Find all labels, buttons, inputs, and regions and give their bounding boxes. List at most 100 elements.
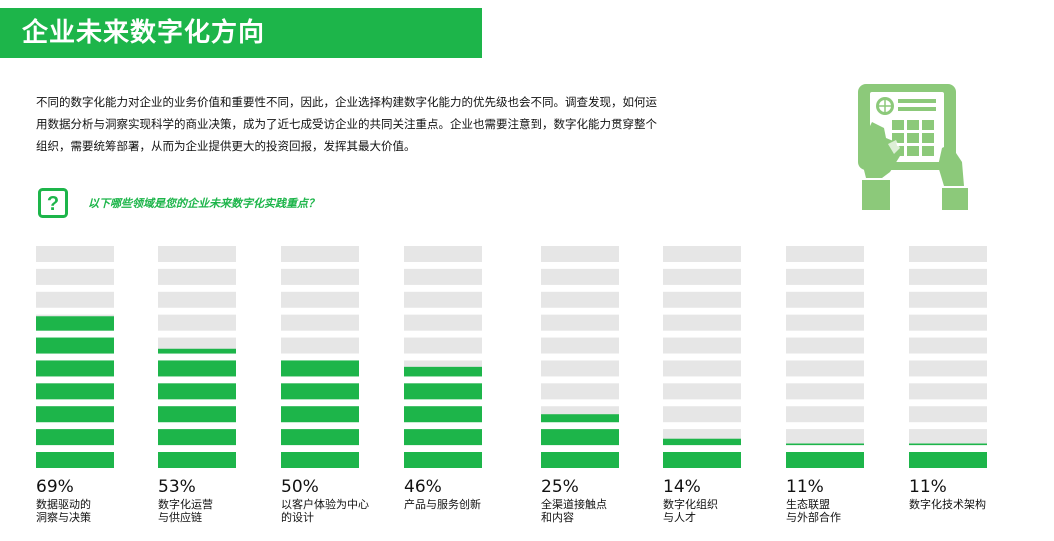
data-label: 11% bbox=[786, 477, 824, 497]
data-label: 25% bbox=[541, 477, 579, 497]
bar-segment-empty bbox=[36, 268, 114, 285]
bar-segment-empty bbox=[541, 314, 619, 331]
bar-segment-empty bbox=[158, 246, 236, 262]
category-label: 数据驱动的 洞察与决策 bbox=[36, 498, 91, 524]
bar-segment-empty bbox=[786, 268, 864, 285]
bar-segment-filled bbox=[404, 452, 482, 468]
bar bbox=[541, 246, 619, 468]
bar-segment-filled bbox=[281, 452, 359, 468]
bar-segment-empty bbox=[909, 337, 987, 354]
bar-segment-empty bbox=[541, 383, 619, 400]
bar-segment-filled bbox=[36, 360, 114, 377]
bar-segment-empty bbox=[541, 246, 619, 262]
bar-segment-empty bbox=[909, 360, 987, 377]
bar-segment-empty bbox=[36, 291, 114, 308]
bar-segment-filled bbox=[909, 452, 987, 468]
bar-segment-filled bbox=[36, 406, 114, 423]
bar-segment-filled bbox=[404, 429, 482, 446]
bar-segment-empty bbox=[663, 337, 741, 354]
bar-segment-empty bbox=[541, 291, 619, 308]
bar-segment-empty bbox=[404, 314, 482, 331]
survey-question: 以下哪些领域是您的企业未来数字化实践重点？ bbox=[88, 197, 319, 210]
bar-segment-filled bbox=[541, 429, 619, 446]
bar-segment-filled bbox=[281, 406, 359, 423]
bar-segment-empty bbox=[281, 268, 359, 285]
category-label: 数字化组织 与人才 bbox=[663, 498, 718, 524]
bar-segment-empty bbox=[909, 268, 987, 285]
bar-segment-empty bbox=[541, 268, 619, 285]
data-label: 50% bbox=[281, 477, 319, 497]
bar-segment-empty bbox=[786, 429, 864, 446]
bar-segment-empty bbox=[663, 360, 741, 377]
bar-segment-filled bbox=[281, 383, 359, 400]
bar-segment-filled bbox=[281, 429, 359, 446]
bar-segment-filled bbox=[158, 406, 236, 423]
data-label: 69% bbox=[36, 477, 74, 497]
bar bbox=[36, 246, 114, 468]
bar-segment-empty bbox=[663, 291, 741, 308]
bar-segment-empty bbox=[909, 314, 987, 331]
bar-segment-empty bbox=[909, 429, 987, 446]
bar-segment-empty bbox=[786, 337, 864, 354]
bar-segment-empty bbox=[909, 383, 987, 400]
bar-segment-filled bbox=[158, 348, 236, 354]
bar-segment-filled bbox=[663, 452, 741, 468]
bar-segment-filled bbox=[663, 438, 741, 446]
bar-segment-empty bbox=[281, 337, 359, 354]
bar-segment-empty bbox=[158, 268, 236, 285]
category-label: 全渠道接触点 和内容 bbox=[541, 498, 607, 524]
bar bbox=[786, 246, 864, 468]
bar-segment-filled bbox=[404, 383, 482, 400]
category-label: 产品与服务创新 bbox=[404, 498, 481, 511]
bar-segment-empty bbox=[663, 406, 741, 423]
bar-segment-filled bbox=[404, 406, 482, 423]
category-label: 以客户体验为中心 的设计 bbox=[281, 498, 369, 524]
bar-segment-filled bbox=[158, 452, 236, 468]
bar bbox=[663, 246, 741, 468]
bar-segment-empty bbox=[663, 268, 741, 285]
bar-segment-filled bbox=[36, 429, 114, 446]
bar-segment-empty bbox=[909, 246, 987, 262]
bar-segment-filled bbox=[158, 429, 236, 446]
tablet-hands-icon bbox=[858, 84, 968, 210]
data-label: 46% bbox=[404, 477, 442, 497]
data-label: 14% bbox=[663, 477, 701, 497]
bar-segment-filled bbox=[158, 383, 236, 400]
category-label: 生态联盟 与外部合作 bbox=[786, 498, 841, 524]
bar-segment-empty bbox=[404, 268, 482, 285]
bar-segment-filled bbox=[36, 452, 114, 468]
bar-segment-empty bbox=[909, 406, 987, 423]
bar-segment-empty bbox=[281, 314, 359, 331]
data-label: 11% bbox=[909, 477, 947, 497]
bar-segment-filled bbox=[541, 414, 619, 423]
bar-segment-filled bbox=[786, 443, 864, 446]
page-title: 企业未来数字化方向 bbox=[22, 18, 266, 48]
intro-paragraph: 不同的数字化能力对企业的业务价值和重要性不同，因此，企业选择构建数字化能力的优先… bbox=[36, 95, 657, 153]
svg-text:?: ? bbox=[47, 193, 59, 215]
bar-segment-empty bbox=[281, 291, 359, 308]
bar bbox=[909, 246, 987, 468]
bar bbox=[404, 246, 482, 468]
bar-segment-empty bbox=[36, 246, 114, 262]
bar-segment-empty bbox=[158, 291, 236, 308]
bar-segment-empty bbox=[786, 314, 864, 331]
bar-segment-filled bbox=[36, 316, 114, 331]
bar-segment-empty bbox=[786, 360, 864, 377]
bar-segment-empty bbox=[404, 291, 482, 308]
bar-segment-filled bbox=[36, 383, 114, 400]
bar-segment-empty bbox=[786, 406, 864, 423]
bar bbox=[281, 246, 359, 468]
data-label: 53% bbox=[158, 477, 196, 497]
bar bbox=[158, 246, 236, 468]
bar-segment-empty bbox=[541, 337, 619, 354]
bar-segment-filled bbox=[541, 452, 619, 468]
bar-segment-empty bbox=[404, 246, 482, 262]
bar-segment-filled bbox=[786, 452, 864, 468]
bar-segment-empty bbox=[663, 246, 741, 262]
bar-segment-empty bbox=[909, 291, 987, 308]
bar-segment-empty bbox=[404, 337, 482, 354]
bar-segment-filled bbox=[909, 443, 987, 446]
category-label: 数字化技术架构 bbox=[909, 498, 986, 511]
category-label: 数字化运营 与供应链 bbox=[158, 498, 213, 524]
